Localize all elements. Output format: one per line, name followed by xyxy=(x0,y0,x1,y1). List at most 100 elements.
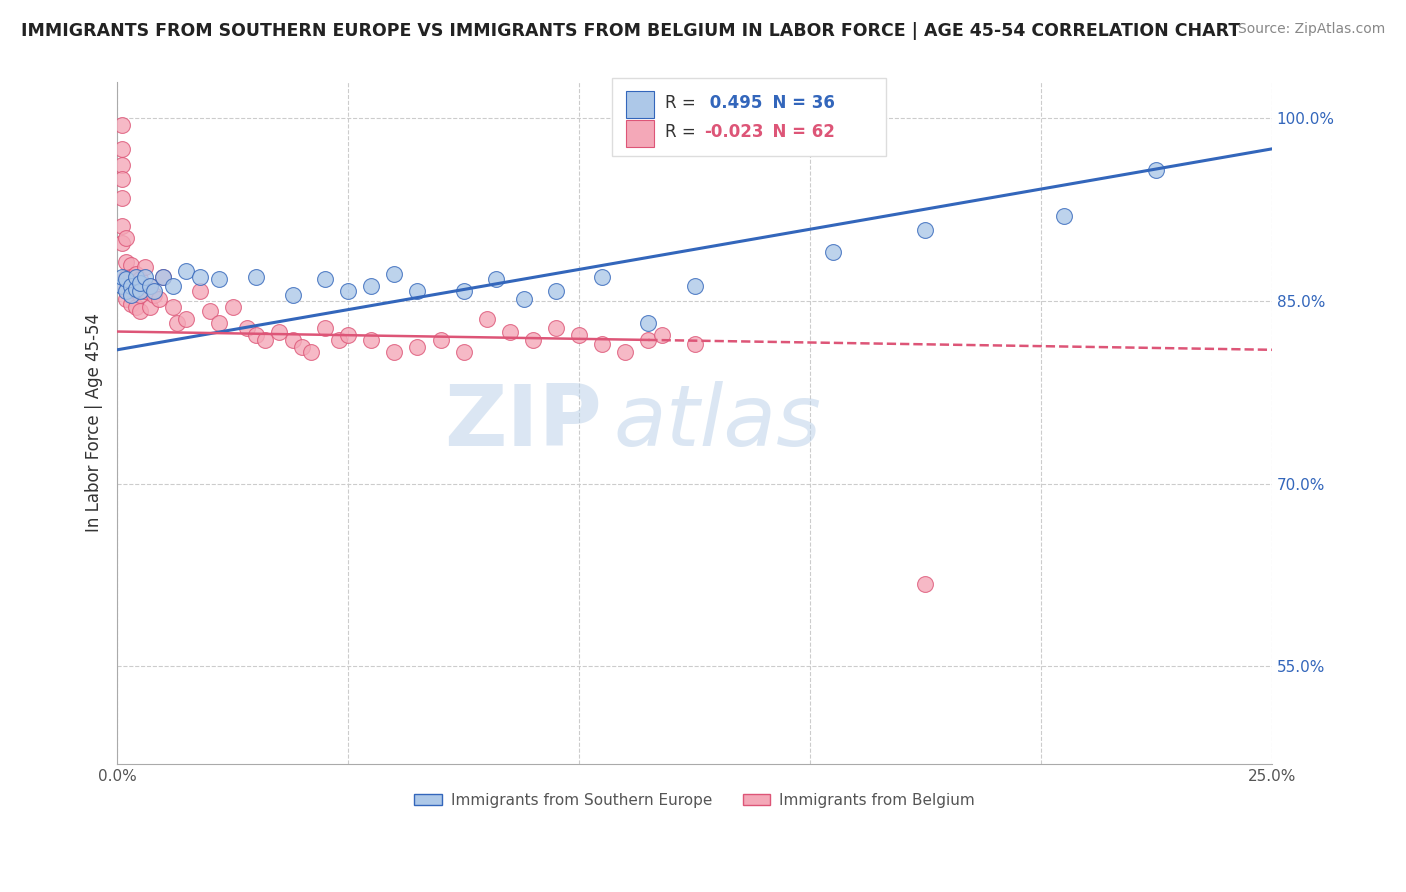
Point xyxy=(111,118,134,132)
Point xyxy=(176,312,198,326)
Point xyxy=(253,333,276,347)
Point xyxy=(360,333,382,347)
Point xyxy=(111,235,134,250)
Point xyxy=(914,223,936,237)
Point xyxy=(544,285,567,299)
Point xyxy=(138,279,160,293)
Point xyxy=(382,345,405,359)
Point xyxy=(637,333,659,347)
Legend: Immigrants from Southern Europe, Immigrants from Belgium: Immigrants from Southern Europe, Immigra… xyxy=(408,787,981,814)
Text: IMMIGRANTS FROM SOUTHERN EUROPE VS IMMIGRANTS FROM BELGIUM IN LABOR FORCE | AGE : IMMIGRANTS FROM SOUTHERN EUROPE VS IMMIG… xyxy=(21,22,1240,40)
Point xyxy=(1053,209,1076,223)
Point xyxy=(111,142,134,156)
Point xyxy=(129,288,152,302)
Point xyxy=(162,279,184,293)
Point xyxy=(188,269,211,284)
Point xyxy=(152,269,174,284)
Point xyxy=(651,328,673,343)
Point xyxy=(314,321,336,335)
Point xyxy=(637,316,659,330)
Point xyxy=(111,269,134,284)
Point xyxy=(1144,162,1167,177)
Point xyxy=(267,325,290,339)
Point xyxy=(111,279,134,293)
Point xyxy=(138,300,160,314)
Point xyxy=(115,269,138,284)
Point xyxy=(120,296,142,310)
Point xyxy=(124,285,146,299)
Point xyxy=(453,285,475,299)
Point xyxy=(485,272,508,286)
Point xyxy=(143,288,166,302)
Point xyxy=(129,276,152,290)
Point xyxy=(328,333,350,347)
Point xyxy=(120,258,142,272)
Point xyxy=(152,269,174,284)
Point xyxy=(134,269,156,284)
Point xyxy=(120,282,142,296)
Point xyxy=(475,312,498,326)
Point xyxy=(281,333,304,347)
Point xyxy=(914,576,936,591)
Point xyxy=(115,231,138,245)
Point xyxy=(124,268,146,282)
Point xyxy=(281,288,304,302)
Point xyxy=(299,345,322,359)
Point xyxy=(124,269,146,284)
Point xyxy=(591,336,613,351)
Point xyxy=(683,279,706,293)
Point xyxy=(129,272,152,286)
Text: ZIP: ZIP xyxy=(444,382,602,465)
Point xyxy=(544,321,567,335)
Point xyxy=(568,328,591,343)
Point xyxy=(115,285,138,299)
Text: Source: ZipAtlas.com: Source: ZipAtlas.com xyxy=(1237,22,1385,37)
Text: N = 62: N = 62 xyxy=(761,123,835,141)
Point xyxy=(143,285,166,299)
Point xyxy=(176,263,198,277)
Point xyxy=(683,336,706,351)
Point xyxy=(134,260,156,274)
Point xyxy=(614,345,637,359)
Point xyxy=(120,279,142,293)
Point xyxy=(115,282,138,296)
Point xyxy=(245,269,267,284)
Point xyxy=(138,279,160,293)
Point xyxy=(111,191,134,205)
Point xyxy=(314,272,336,286)
Point xyxy=(111,219,134,233)
Point xyxy=(120,269,142,284)
Point xyxy=(360,279,382,293)
Point xyxy=(208,316,231,330)
Point xyxy=(406,285,429,299)
Point xyxy=(111,172,134,186)
Point xyxy=(148,292,170,306)
Point xyxy=(337,285,360,299)
Text: R =: R = xyxy=(665,123,702,141)
Point xyxy=(198,303,221,318)
Text: R =: R = xyxy=(665,94,702,112)
Point xyxy=(512,292,534,306)
Point xyxy=(208,272,231,286)
Point xyxy=(134,285,156,299)
Point xyxy=(337,328,360,343)
Text: -0.023: -0.023 xyxy=(704,123,763,141)
Point xyxy=(235,321,257,335)
Point xyxy=(115,292,138,306)
Point xyxy=(429,333,451,347)
Y-axis label: In Labor Force | Age 45-54: In Labor Force | Age 45-54 xyxy=(86,313,103,533)
Point xyxy=(188,285,211,299)
Point xyxy=(115,272,138,286)
Point xyxy=(129,285,152,299)
Point xyxy=(120,288,142,302)
Point xyxy=(124,282,146,296)
Point xyxy=(823,245,845,260)
Point xyxy=(245,328,267,343)
Point xyxy=(115,255,138,269)
Text: atlas: atlas xyxy=(613,382,821,465)
Point xyxy=(124,300,146,314)
Point xyxy=(499,325,522,339)
Point xyxy=(291,340,314,354)
Text: N = 36: N = 36 xyxy=(761,94,835,112)
Point xyxy=(382,268,405,282)
